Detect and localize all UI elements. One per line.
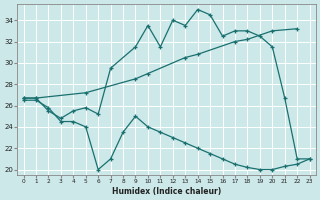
X-axis label: Humidex (Indice chaleur): Humidex (Indice chaleur) (112, 187, 221, 196)
